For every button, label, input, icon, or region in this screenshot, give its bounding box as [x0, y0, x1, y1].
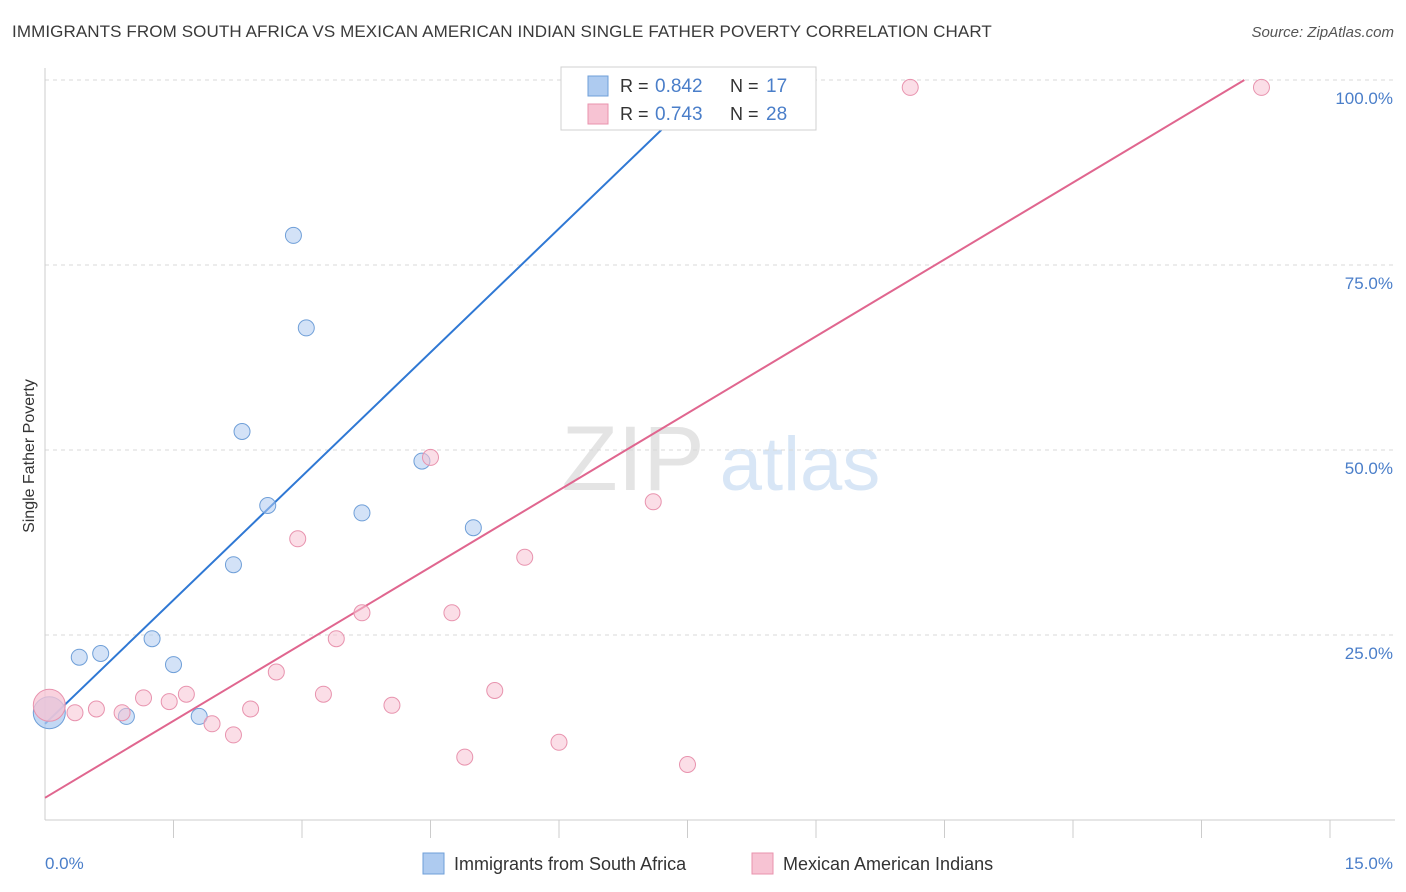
- legend-r-label: R =: [620, 104, 649, 124]
- y-tick-label: 100.0%: [1335, 89, 1393, 108]
- blue-data-point: [233, 423, 251, 440]
- watermark-zip: ZIP: [561, 408, 704, 510]
- legend-n-label: N =: [730, 76, 759, 96]
- legend-n-label: N =: [730, 104, 759, 124]
- blue-data-point: [353, 504, 371, 522]
- blue-data-point: [92, 645, 110, 662]
- pink-data-point: [203, 715, 221, 733]
- blue-data-point: [165, 656, 182, 674]
- pink-data-point: [422, 448, 439, 466]
- blue-data-point: [224, 556, 242, 574]
- pink-data-point: [353, 604, 371, 622]
- pink-data-point: [135, 689, 153, 707]
- y-tick-label: 25.0%: [1345, 644, 1393, 663]
- legend-swatch-pink: [587, 103, 609, 125]
- chart-title: IMMIGRANTS FROM SOUTH AFRICA VS MEXICAN …: [12, 22, 992, 41]
- pink-data-point: [267, 663, 285, 681]
- pink-data-point: [314, 685, 332, 703]
- pink-trend-line: [44, 79, 1245, 799]
- pink-data-point: [87, 700, 105, 718]
- pink-data-point: [66, 704, 84, 722]
- pink-data-point: [327, 630, 345, 648]
- grid: [45, 79, 1395, 636]
- bottom-legend-label: Immigrants from South Africa: [454, 854, 687, 874]
- pink-data-point: [113, 704, 131, 722]
- legend-r-value: 0.842: [655, 76, 703, 97]
- source-label: Source: ZipAtlas.com: [1251, 24, 1394, 41]
- legend-swatch-blue: [587, 75, 609, 97]
- pink-data-point: [383, 696, 401, 714]
- tick-labels: 25.0% 50.0% 75.0% 100.0% 0.0% 15.0%: [45, 89, 1393, 873]
- y-tick-label: 75.0%: [1345, 274, 1393, 293]
- x-tick-label: 15.0%: [1345, 854, 1393, 873]
- blue-data-point: [190, 707, 208, 725]
- blue-data-point: [70, 648, 88, 666]
- pink-data-point: [901, 78, 919, 96]
- pink-data-point: [679, 756, 696, 773]
- blue-data-point: [464, 519, 482, 537]
- pink-data-point: [289, 530, 307, 548]
- pink-data-point: [242, 700, 260, 718]
- y-tick-label: 50.0%: [1345, 459, 1393, 478]
- x-tick-label: 0.0%: [45, 854, 84, 873]
- pink-data-point: [160, 693, 178, 711]
- trend-lines: [44, 79, 1245, 799]
- pink-data-point: [443, 604, 461, 622]
- pink-data-point: [224, 726, 242, 744]
- legend-r-label: R =: [620, 76, 649, 96]
- blue-data-point: [284, 226, 302, 244]
- watermark-atlas: atlas: [720, 422, 881, 507]
- pink-data-point: [486, 682, 504, 699]
- legend-n-value: 28: [766, 104, 787, 125]
- pink-data-point: [177, 685, 195, 703]
- pink-data-point: [644, 493, 662, 511]
- bottom-legend-label: Mexican American Indians: [783, 854, 993, 874]
- bottom-legend-swatch-blue: [422, 852, 445, 875]
- blue-data-point: [297, 319, 315, 337]
- watermark: ZIP atlas: [561, 408, 880, 510]
- bottom-legend: Immigrants from South Africa Mexican Amer…: [422, 852, 993, 875]
- pink-data-point: [1252, 78, 1270, 96]
- blue-trend-line: [44, 79, 714, 725]
- pink-data-point: [550, 733, 568, 751]
- pink-data-point: [456, 748, 474, 766]
- pink-data-point: [32, 688, 66, 722]
- blue-data-point: [259, 497, 277, 514]
- legend: R = 0.842 N = 17 R = 0.743 N = 28: [560, 66, 817, 131]
- legend-n-value: 17: [766, 76, 787, 97]
- blue-data-point: [143, 630, 161, 648]
- bottom-legend-swatch-pink: [751, 852, 774, 875]
- y-axis-label: Single Father Poverty: [21, 379, 38, 533]
- pink-data-point: [516, 548, 534, 566]
- legend-r-value: 0.743: [655, 104, 703, 125]
